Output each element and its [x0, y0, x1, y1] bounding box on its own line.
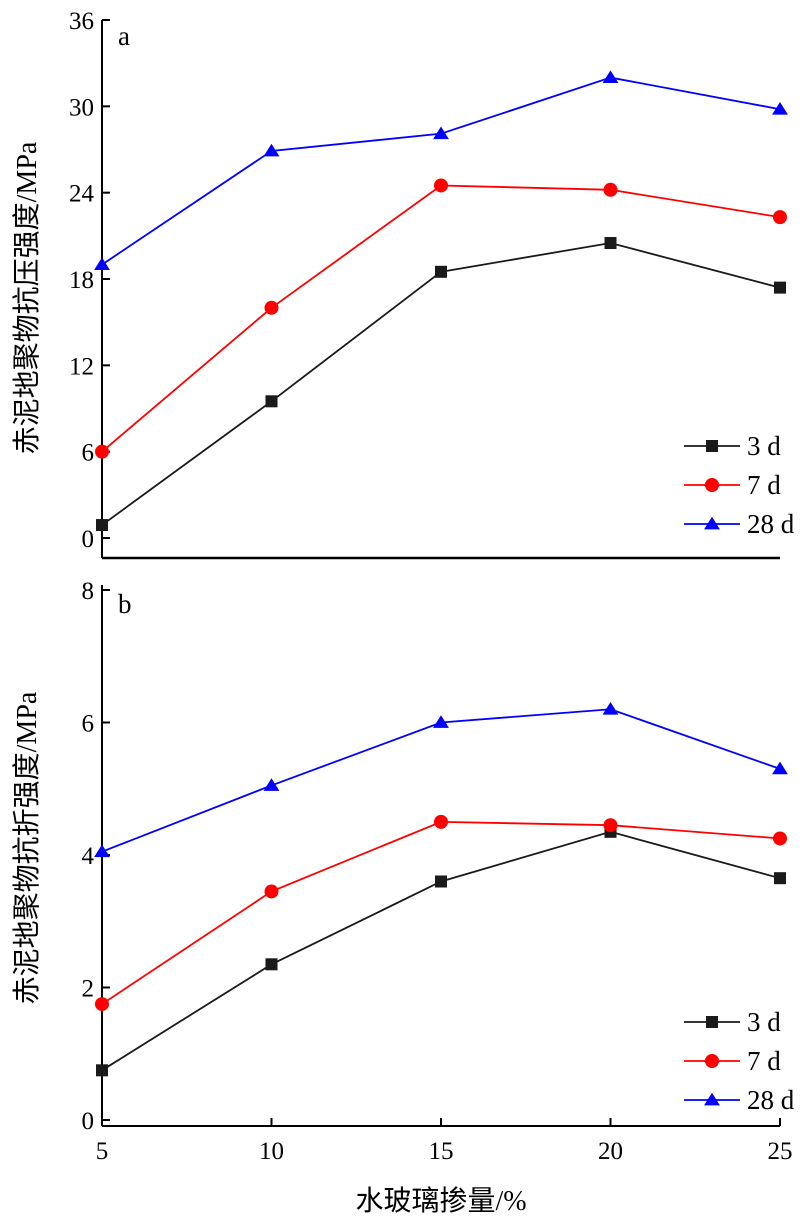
panel-b-legend-3d-swatch-marker	[706, 1016, 718, 1028]
panel-b-series-28d-point	[772, 761, 788, 775]
panel-b-label: b	[118, 589, 132, 619]
panel-a-series-7d-point	[434, 178, 448, 193]
panel-b-legend-28d-swatch-marker	[704, 1092, 720, 1106]
panel-b-legend-28d-label: 28 d	[747, 1085, 795, 1115]
panel-a-ytick-label: 36	[69, 8, 94, 35]
panel-a-ytick-label: 6	[82, 440, 95, 467]
panel-a-series-3d-line	[101, 242, 781, 526]
panel-a-legend-3d-label: 3 d	[747, 431, 781, 461]
panel-b-xtick-label: 5	[96, 1138, 109, 1165]
panel-a-series-3d-point	[774, 281, 786, 294]
panel-a-y-axis-label: 赤泥地聚物抗压强度/MPa	[11, 141, 43, 454]
panel-a-legend-7d-swatch-marker	[705, 478, 719, 492]
panel-b-y-ticks: 0 2 4 6 8	[82, 578, 110, 1135]
panel-a-legend-28d-swatch-marker	[704, 516, 720, 530]
panel-b-ytick-label: 6	[82, 711, 95, 738]
panel-a-series-3d-point	[265, 395, 278, 408]
panel-a-series-7d-point	[773, 210, 787, 225]
panel-b-xtick-label: 15	[429, 1138, 454, 1165]
panel-b-series-7d-point	[603, 818, 618, 833]
panel-b-series-3d-line	[101, 830, 781, 1072]
panel-a-series-28d-point	[772, 102, 788, 115]
panel-a-legend: 3 d 7 d 28 d	[684, 431, 795, 539]
panel-b-x-ticks: 5 10 15 20 25	[96, 1118, 793, 1165]
panel-b-ytick-label: 0	[82, 1108, 95, 1135]
panel-a-series-28d-point	[94, 257, 110, 271]
panel-a-label: a	[118, 21, 130, 51]
panel-b-legend: 3 d 7 d 28 d	[684, 1007, 795, 1115]
panel-a-y-ticks: 0 6 12 18 24 30 36	[69, 8, 110, 553]
panel-a-series	[94, 70, 788, 532]
x-axis-label: 水玻璃掺量/%	[355, 1185, 526, 1217]
panel-b-ytick-label: 4	[82, 843, 95, 870]
panel-a-ytick-label: 12	[69, 353, 94, 380]
panel-a-series-7d-point	[95, 444, 109, 459]
panel-a-series-3d-point	[604, 237, 617, 250]
panel-b-series-28d-point	[433, 715, 449, 728]
panel-a-series-7d-point	[603, 182, 618, 197]
panel-a-series-28d-point	[433, 126, 449, 140]
panel-a-series-7d-line	[101, 184, 781, 453]
panel-b-y-axis-label: 赤泥地聚物抗折强度/MPa	[11, 691, 43, 1004]
panel-b-legend-3d-label: 3 d	[747, 1007, 781, 1037]
panel-b-series-3d-point	[774, 872, 786, 885]
panel-b-xtick-label: 25	[768, 1138, 793, 1165]
panel-b-xtick-label: 20	[598, 1138, 623, 1165]
panel-a-series-3d-point	[96, 519, 108, 532]
panel-b-ytick-label: 8	[82, 578, 95, 605]
panel-a-ytick-label: 30	[69, 94, 94, 121]
panel-a-legend-7d-label: 7 d	[747, 470, 781, 500]
panel-a-ytick-label: 24	[69, 181, 95, 208]
panel-a-legend-3d-swatch-marker	[706, 440, 718, 452]
panel-b-series-7d-point	[434, 814, 448, 829]
panel-b-legend-7d-swatch-marker	[705, 1054, 719, 1068]
panel-b-series-7d-point	[95, 997, 109, 1012]
panel-b-series-28d-point	[602, 702, 619, 715]
panel-b-ytick-label: 2	[82, 976, 95, 1003]
panel-a-series-28d-point	[263, 143, 280, 157]
panel-b-series-7d-point	[773, 831, 787, 846]
panel-b-series-7d-point	[264, 884, 279, 899]
panel-a: a 赤泥地聚物抗压强度/MPa 0 6 12 18 24 30 36 3 d 7 d 28 d	[11, 8, 795, 560]
panel-a-legend-28d-label: 28 d	[747, 509, 795, 539]
panel-a-ytick-label: 18	[69, 267, 94, 294]
panel-a-ytick-label: 0	[82, 526, 95, 553]
panel-a-series-28d-line	[101, 76, 781, 266]
panel-b-series-7d-line	[101, 820, 781, 1005]
panel-b-series-28d-point	[263, 778, 280, 791]
panel-a-series-3d-point	[435, 265, 447, 278]
panel-b-series	[94, 702, 788, 1077]
panel-a-series-7d-point	[264, 300, 279, 315]
panel-b: b 赤泥地聚物抗折强度/MPa 0 2 4 6 8 5 10 15 20 25 3 d 7 d 28…	[11, 578, 795, 1165]
panel-b-legend-7d-label: 7 d	[747, 1046, 781, 1076]
panel-b-series-3d-point	[265, 958, 278, 971]
panel-b-series-3d-point	[435, 875, 447, 888]
panel-b-xtick-label: 10	[259, 1138, 284, 1165]
panel-b-series-28d-point	[94, 844, 110, 858]
panel-a-series-28d-point	[602, 70, 619, 83]
panel-b-series-3d-point	[96, 1064, 108, 1077]
